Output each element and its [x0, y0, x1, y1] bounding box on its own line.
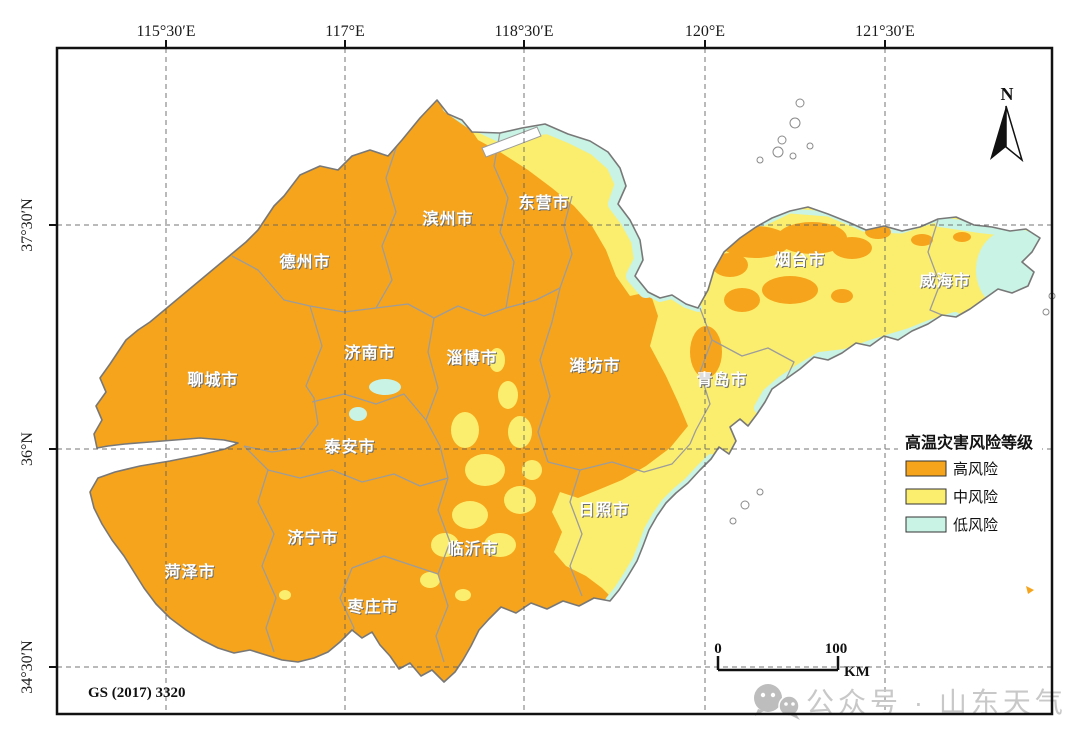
- axis-labels-left: 37°30′N 36°N 34°30′N: [19, 198, 36, 694]
- city-label-linyi: 临沂市: [447, 539, 498, 558]
- north-arrow-label: N: [1001, 84, 1014, 104]
- city-label-liaocheng: 聊城市: [187, 370, 238, 389]
- axis-label-top: 115°30′E: [136, 23, 195, 40]
- axis-ticks: [49, 40, 886, 668]
- city-boundaries: [231, 131, 943, 663]
- city-label-dongying: 东营市: [518, 193, 569, 212]
- north-arrow-right-wing: [1005, 105, 1024, 163]
- scale-unit-label: KM: [844, 664, 870, 680]
- legend-swatch-high: [905, 460, 947, 477]
- city-label-jining: 济宁市: [287, 528, 338, 547]
- city-label-dezhou: 德州市: [279, 252, 330, 271]
- medium-risk-patches: [279, 348, 542, 601]
- scale-hundred-label: 100: [825, 641, 848, 657]
- city-label-qingdao: 青岛市: [696, 370, 747, 389]
- neighbor-province-wedge: [481, 126, 542, 158]
- axis-label-top: 121°30′E: [855, 23, 915, 40]
- axis-label-left: 34°30′N: [19, 640, 36, 694]
- axis-label-top: 117°E: [325, 23, 365, 40]
- map-frame-border: [55, 46, 1054, 716]
- city-label-zibo: 淄博市: [446, 348, 497, 367]
- graticule: [57, 48, 1052, 714]
- scale-zero-label: 0: [714, 641, 722, 657]
- axis-label-left: 37°30′N: [19, 198, 36, 252]
- north-arrow-left-wing: [990, 106, 1006, 160]
- legend-title: 高温灾害风险等级: [905, 433, 1034, 452]
- north-arrow: N: [990, 84, 1024, 163]
- map-approval-number: GS (2017) 3320: [88, 685, 186, 701]
- city-label-weifang: 潍坊市: [569, 356, 620, 375]
- legend: 高温灾害风险等级 高风险 中风险 低风险: [898, 424, 1042, 546]
- city-labels: 德州市 滨州市 东营市 聊城市 济南市 淄博市 潍坊市 烟台市 威海市 青岛市 …: [164, 193, 970, 616]
- legend-swatch-low: [905, 516, 947, 533]
- legend-label-high: 高风险: [953, 461, 998, 478]
- axis-label-top: 118°30′E: [494, 23, 553, 40]
- city-label-binzhou: 滨州市: [422, 209, 473, 228]
- city-label-yantai: 烟台市: [774, 250, 825, 269]
- city-label-heze: 菏泽市: [164, 562, 215, 581]
- wechat-logo-icon: [754, 684, 800, 720]
- legend-label-low: 低风险: [953, 517, 998, 534]
- city-label-jinan: 济南市: [344, 343, 395, 362]
- city-label-weihai: 威海市: [919, 271, 970, 290]
- axis-labels-top: 115°30′E 117°E 118°30′E 120°E 121°30′E: [136, 23, 914, 40]
- city-label-taian: 泰安市: [323, 437, 375, 456]
- axis-label-left: 36°N: [19, 432, 36, 466]
- legend-swatch-medium: [905, 488, 947, 505]
- legend-label-medium: 中风险: [953, 489, 998, 506]
- islands: [729, 98, 1056, 525]
- medium-risk-delta-band: [470, 122, 648, 296]
- scale-bar: 0 100 KM: [714, 641, 870, 680]
- city-label-zaozhuang: 枣庄市: [346, 597, 398, 616]
- axis-label-top: 120°E: [685, 23, 725, 40]
- province-outline: [89, 99, 1041, 683]
- stray-orange-speck: [1026, 586, 1034, 594]
- city-label-rizhao: 日照市: [578, 500, 629, 519]
